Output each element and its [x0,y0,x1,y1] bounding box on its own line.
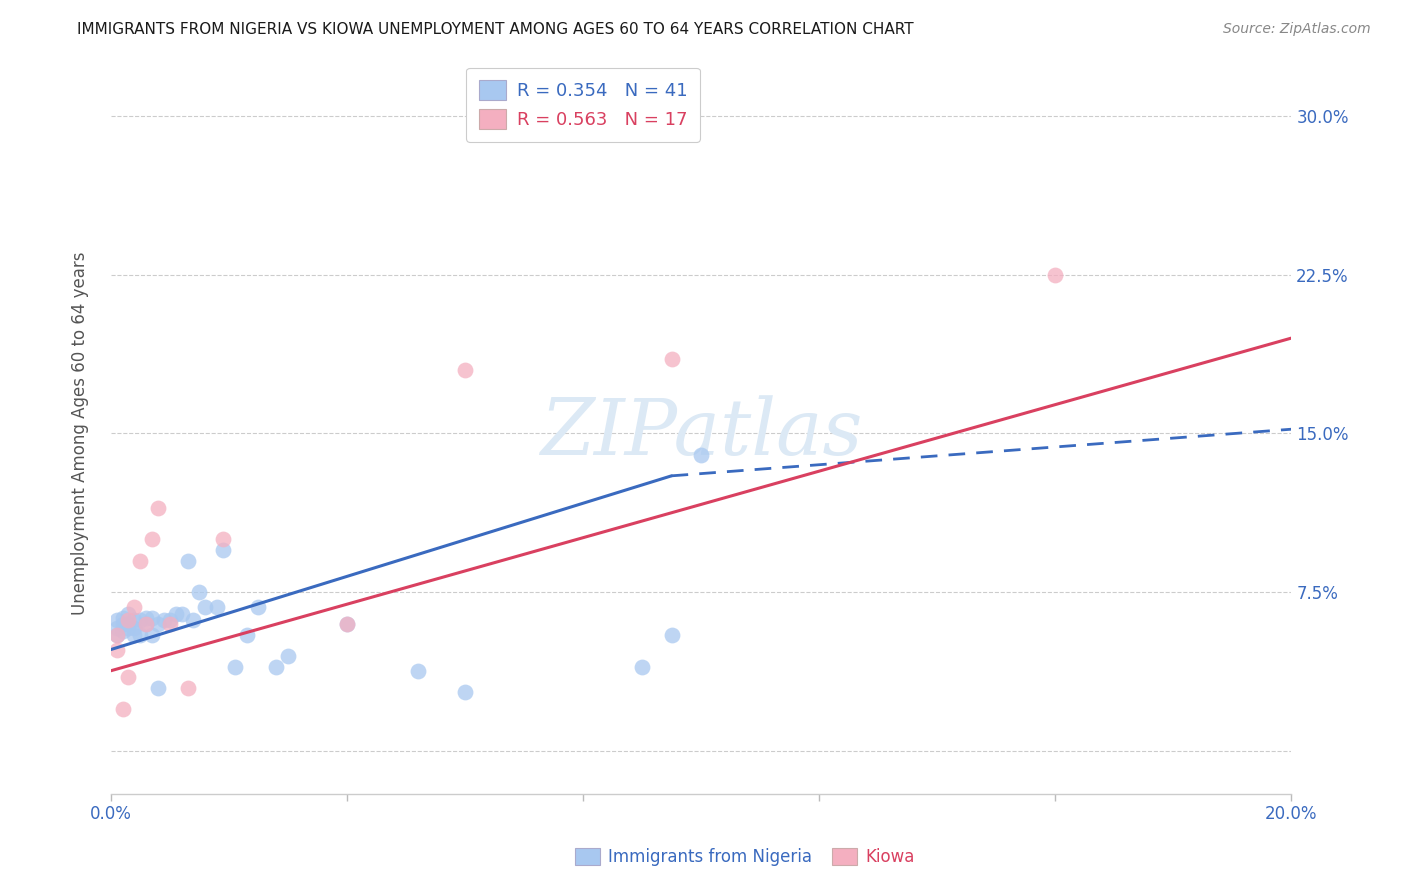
Point [141,628,163,642]
Point [188,585,211,599]
Point [135,617,157,632]
Point [194,600,217,615]
Point [212,543,235,558]
Point [111,617,134,632]
Point [124,628,146,642]
Point [406,664,429,678]
Point [159,617,181,632]
Point [277,648,299,663]
Point [117,613,139,627]
Point [111,624,134,638]
Point [212,533,235,547]
Legend: Immigrants from Nigeria, Kiowa: Immigrants from Nigeria, Kiowa [567,840,924,875]
Point [661,628,683,642]
Point [631,659,654,673]
Point [224,659,246,673]
Point [117,621,139,635]
Text: ZIPatlas: ZIPatlas [540,395,862,472]
Point [146,617,169,632]
Point [129,553,152,567]
Point [105,628,128,642]
Point [454,363,477,377]
Point [264,659,287,673]
Point [235,628,257,642]
Point [176,681,198,695]
Point [183,613,205,627]
Point [146,681,169,695]
Y-axis label: Unemployment Among Ages 60 to 64 years: Unemployment Among Ages 60 to 64 years [72,252,89,615]
Point [105,628,128,642]
Point [117,670,139,684]
Point [165,607,187,621]
Point [129,613,152,627]
Point [111,702,134,716]
Point [105,621,128,635]
Point [124,600,146,615]
Point [105,642,128,657]
Point [247,600,270,615]
Point [336,617,359,632]
Point [141,611,163,625]
Point [690,448,713,462]
Point [159,613,181,627]
Point [153,613,176,627]
Point [124,613,146,627]
Point [1045,268,1067,282]
Point [129,628,152,642]
Point [454,685,477,699]
Point [141,533,163,547]
Point [336,617,359,632]
Point [146,500,169,515]
Point [170,607,193,621]
Point [117,607,139,621]
Point [176,553,198,567]
Point [135,617,157,632]
Point [661,352,683,367]
Point [205,600,228,615]
Point [105,613,128,627]
Point [135,611,157,625]
Point [124,621,146,635]
Point [111,611,134,625]
Text: IMMIGRANTS FROM NIGERIA VS KIOWA UNEMPLOYMENT AMONG AGES 60 TO 64 YEARS CORRELAT: IMMIGRANTS FROM NIGERIA VS KIOWA UNEMPLO… [77,22,914,37]
Point [117,617,139,632]
Legend: R = 0.354   N = 41, R = 0.563   N = 17: R = 0.354 N = 41, R = 0.563 N = 17 [465,68,700,142]
Text: Source: ZipAtlas.com: Source: ZipAtlas.com [1223,22,1371,37]
